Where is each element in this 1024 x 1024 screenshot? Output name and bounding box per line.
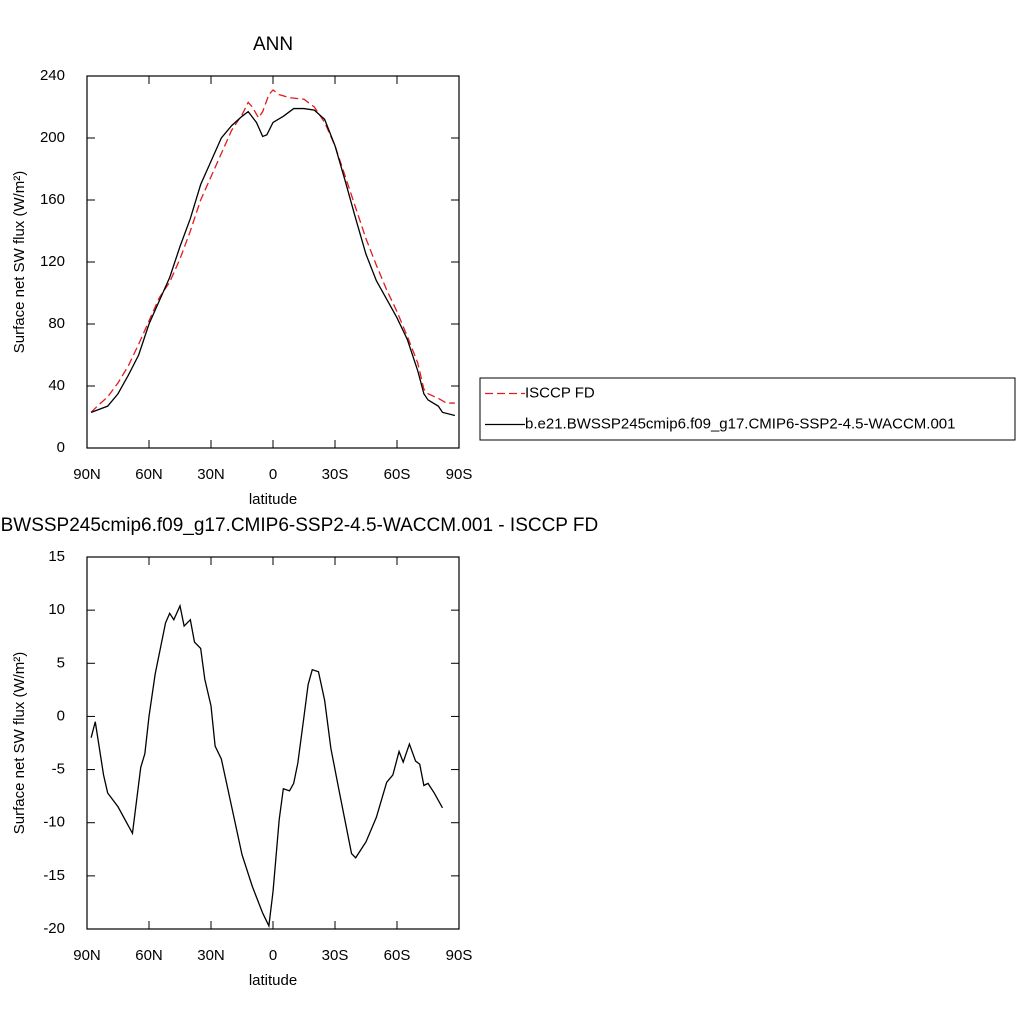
x-tick-label: 60N [135,947,163,964]
x-tick-label: 90N [73,947,101,964]
y-tick-label: 5 [57,654,65,671]
y-tick-label: -5 [52,761,65,778]
y-tick-label: 40 [48,377,65,394]
y-tick-label: 200 [40,129,65,146]
x-tick-label: 0 [269,947,277,964]
plot-frame [86,556,460,930]
x-tick-label: 0 [269,466,277,483]
x-tick-label: 60N [135,466,163,483]
x-tick-label: 30N [197,947,225,964]
x-tick-label: 30S [322,947,349,964]
plot-frame [86,75,460,449]
x-axis-label: latitude [249,491,297,508]
y-tick-label: 0 [57,439,65,456]
legend-box [479,377,1016,441]
y-tick-label: -10 [43,814,65,831]
y-tick-label: 240 [40,67,65,84]
chart-title: ANN [253,34,293,55]
x-tick-label: 30N [197,466,225,483]
data-line [90,603,444,929]
x-tick-label: 60S [384,466,411,483]
x-axis-label: latitude [249,972,297,989]
y-tick-label: 15 [48,548,65,565]
x-tick-label: 90S [446,947,473,964]
chart-title: b.e21.BWSSP245cmip6.f09_g17.CMIP6-SSP2-4… [0,515,598,536]
y-axis-label: Surface net SW flux (W/m²) [11,171,28,354]
legend-label: b.e21.BWSSP245cmip6.f09_g17.CMIP6-SSP2-4… [525,415,955,432]
y-tick-label: 160 [40,191,65,208]
x-tick-label: 90N [73,466,101,483]
y-tick-label: 120 [40,253,65,270]
y-tick-label: 80 [48,315,65,332]
y-tick-label: -20 [43,920,65,937]
data-line [90,89,455,413]
y-tick-label: 10 [48,601,65,618]
x-tick-label: 30S [322,466,349,483]
x-tick-label: 60S [384,947,411,964]
x-tick-label: 90S [446,466,473,483]
legend-label: ISCCP FD [525,384,595,401]
y-tick-label: 0 [57,707,65,724]
y-axis-label: Surface net SW flux (W/m²) [11,652,28,835]
data-line [90,107,456,417]
y-tick-label: -15 [43,867,65,884]
